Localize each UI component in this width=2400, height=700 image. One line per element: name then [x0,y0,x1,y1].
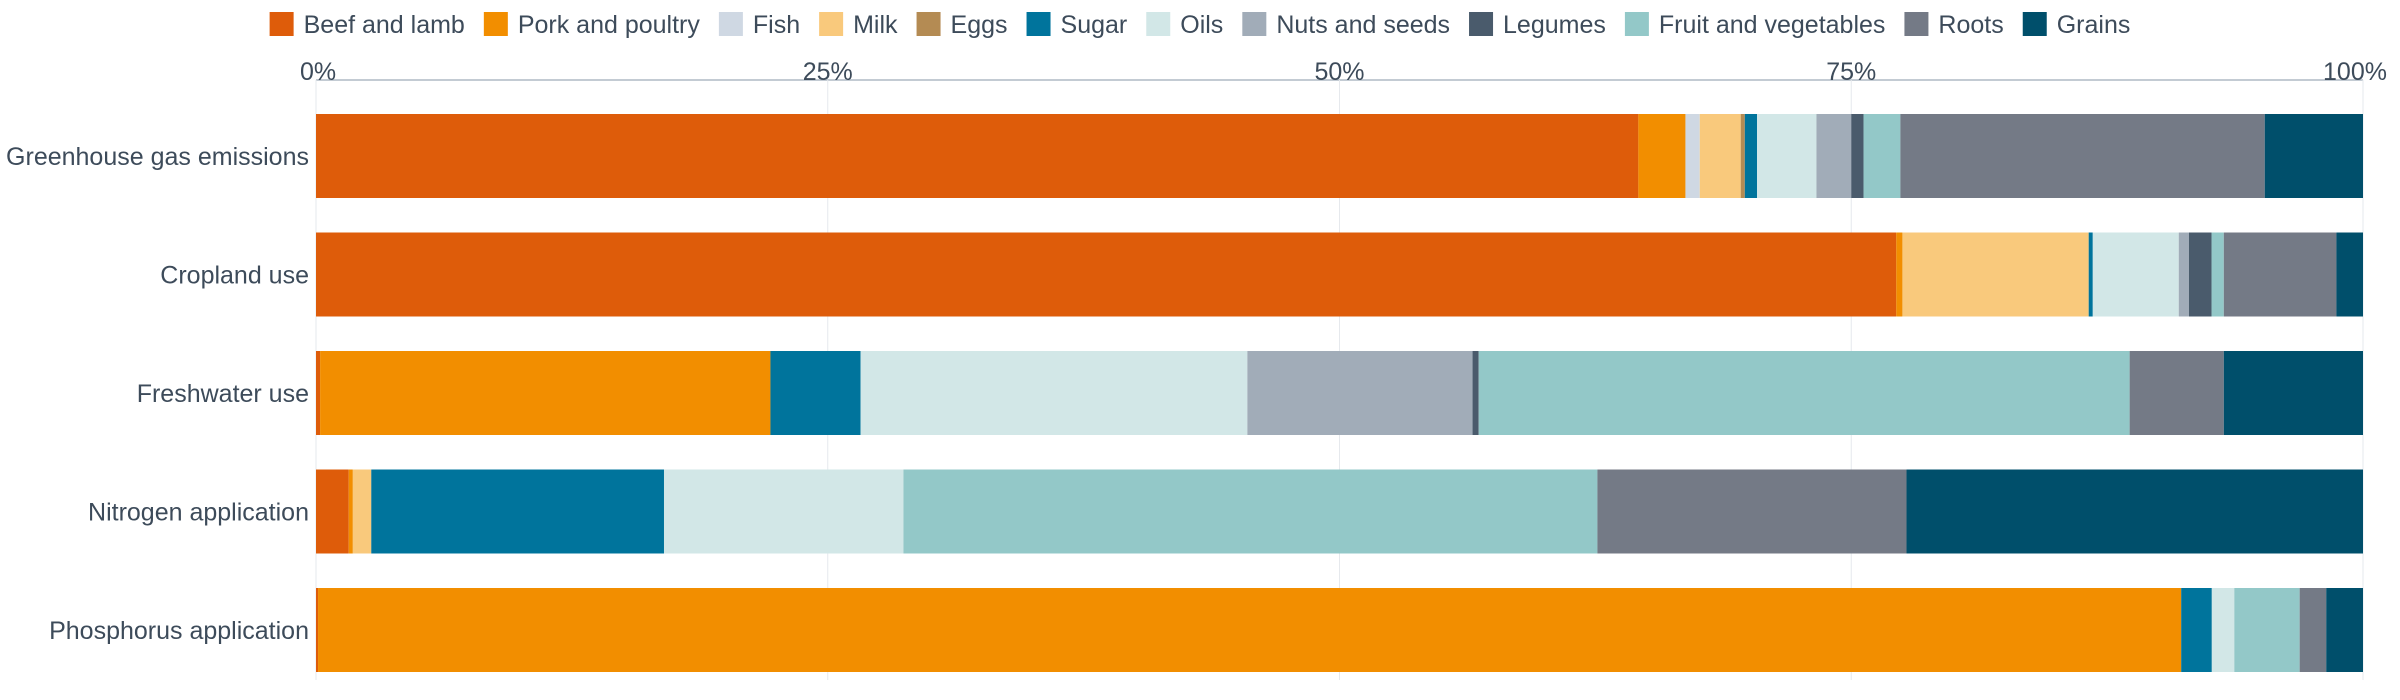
x-tick-label: 0% [300,58,336,86]
bar-segment-greenhouse-gas-emissions-eggs [1740,114,1745,198]
legend-label-oils: Oils [1180,11,1223,39]
bar-segment-greenhouse-gas-emissions-fish [1685,114,1700,198]
bar-segment-freshwater-use-fruit-and-vegetables [1478,351,2130,435]
bar-segment-greenhouse-gas-emissions-milk [1699,114,1741,198]
bar-row-freshwater-use [316,351,2363,435]
bar-segment-nitrogen-application-milk [352,469,372,554]
x-tick-label: 25% [803,58,853,86]
chart-legend: Beef and lamb Pork and poultry Fish Milk Egg… [269,11,2131,39]
legend-swatch-sugar [1026,12,1051,36]
bar-segment-nitrogen-application-sugar [371,469,664,554]
legend-label-eggs: Eggs [951,11,1008,39]
x-tick-label: 100% [2323,58,2387,86]
bar-segment-nitrogen-application-fruit-and-vegetables [903,469,1598,554]
legend-label-fruit-and-vegetables: Fruit and vegetables [1659,11,1886,39]
x-tick-label: 50% [1314,58,1364,86]
bar-segment-greenhouse-gas-emissions-legumes [1851,114,1864,198]
legend-label-sugar: Sugar [1061,11,1128,39]
legend-swatch-grains [2022,12,2047,36]
legend-label-grains: Grains [2057,11,2131,39]
legend-swatch-fruit-and-vegetables [1624,12,1649,36]
bar-segment-phosphorus-application-grains [2326,588,2363,672]
bar-segment-cropland-use-fruit-and-vegetables [2211,232,2224,317]
bar-segment-phosphorus-application-beef-and-lamb [316,588,319,672]
bar-segment-phosphorus-application-sugar [2181,588,2212,672]
x-tick-label: 75% [1826,58,1876,86]
bar-segment-cropland-use-beef-and-lamb [316,232,1897,317]
bar-segment-greenhouse-gas-emissions-nuts-and-seeds [1816,114,1852,198]
bar-segment-freshwater-use-roots [2129,351,2224,435]
bar-row-cropland-use [316,232,2363,317]
bar-segment-greenhouse-gas-emissions-grains [2264,114,2363,198]
bar-segment-phosphorus-application-pork-and-poultry [318,588,2182,672]
bar-segment-cropland-use-oils [2092,232,2179,317]
y-axis-category-labels: Greenhouse gas emissions Cropland use Fres… [6,143,309,645]
legend-label-fish: Fish [753,11,800,39]
bar-segment-nitrogen-application-roots [1597,469,1907,554]
legend-swatch-fish [718,12,743,36]
bar-segment-phosphorus-application-fruit-and-vegetables [2234,588,2300,672]
bar-segment-freshwater-use-beef-and-lamb [316,351,321,435]
legend-swatch-beef-and-lamb [269,12,294,36]
bar-segment-cropland-use-grains [2336,232,2363,317]
legend-label-milk: Milk [853,11,898,39]
legend-swatch-eggs [916,12,941,36]
bar-segment-cropland-use-nuts-and-seeds [2178,232,2190,317]
legend-swatch-roots [1904,12,1929,36]
category-label-greenhouse-gas-emissions: Greenhouse gas emissions [6,143,309,171]
bar-segment-cropland-use-sugar [2088,232,2093,317]
bar-segment-nitrogen-application-beef-and-lamb [316,469,349,554]
bar-segment-freshwater-use-grains [2223,351,2363,435]
category-label-cropland-use: Cropland use [160,262,309,290]
bar-row-nitrogen-application [316,469,2363,554]
bar-segment-cropland-use-pork-and-poultry [1896,232,1903,317]
bar-segment-freshwater-use-pork-and-poultry [320,351,771,435]
bar-segment-cropland-use-legumes [2189,232,2212,317]
legend-swatch-milk [819,12,844,36]
bar-segment-greenhouse-gas-emissions-oils [1757,114,1817,198]
bar-segment-nitrogen-application-grains [1906,469,2363,554]
bar-segment-phosphorus-application-roots [2299,588,2327,672]
bar-segment-greenhouse-gas-emissions-fruit-and-vegetables [1863,114,1901,198]
bar-segment-freshwater-use-legumes [1472,351,1479,435]
bar-segment-nitrogen-application-pork-and-poultry [348,469,353,554]
bar-segment-nitrogen-application-oils [663,469,904,554]
legend-label-pork-and-poultry: Pork and poultry [518,11,701,39]
bar-segment-greenhouse-gas-emissions-roots [1900,114,2265,198]
bar-segment-freshwater-use-nuts-and-seeds [1247,351,1473,435]
legend-label-nuts-and-seeds: Nuts and seeds [1276,11,1450,39]
category-label-freshwater-use: Freshwater use [137,380,309,408]
bar-segment-cropland-use-roots [2223,232,2337,317]
bar-row-greenhouse-gas-emissions [316,114,2363,198]
category-label-nitrogen-application: Nitrogen application [88,499,309,527]
bar-segment-greenhouse-gas-emissions-beef-and-lamb [316,114,1639,198]
bar-segment-greenhouse-gas-emissions-pork-and-poultry [1638,114,1686,198]
bar-segment-greenhouse-gas-emissions-sugar [1744,114,1758,198]
bar-segment-freshwater-use-sugar [770,351,861,435]
bar-segment-phosphorus-application-oils [2211,588,2235,672]
bar-segment-freshwater-use-oils [860,351,1248,435]
x-axis-ticks: 0% 25% 50% 75% 100% [300,58,2387,86]
legend-swatch-legumes [1469,12,1494,36]
legend-swatch-nuts-and-seeds [1242,12,1267,36]
bar-row-phosphorus-application [316,588,2363,672]
legend-label-roots: Roots [1938,11,2003,39]
legend-label-legumes: Legumes [1503,11,1606,39]
legend-swatch-oils [1146,12,1171,36]
bar-segment-cropland-use-milk [1902,232,2089,317]
legend-label-beef-and-lamb: Beef and lamb [304,11,465,39]
category-label-phosphorus-application: Phosphorus application [49,617,309,645]
chart-bars [316,114,2363,672]
legend-swatch-pork-and-poultry [483,12,508,36]
